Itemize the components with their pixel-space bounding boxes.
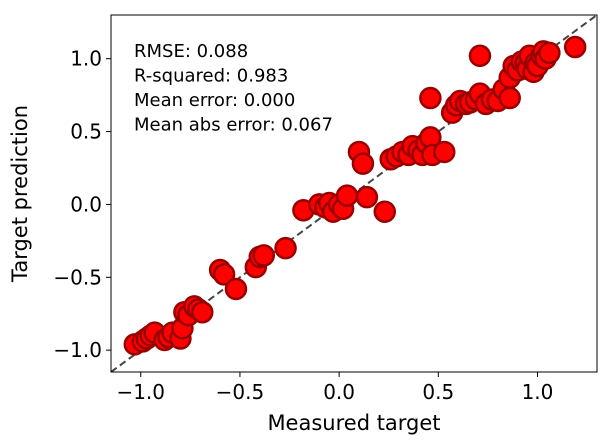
data-point [252,244,275,267]
data-point [538,41,561,65]
y-axis-ticks: −1.0 −0.5 0.0 0.5 1.0 [53,47,111,362]
x-tick-label: −1.0 [116,380,165,404]
data-point [190,301,214,324]
data-point [224,277,248,301]
mean-error-text: Mean error: 0.000 [134,90,295,111]
y-tick-label: 0.0 [70,192,102,216]
y-tick-label: 1.0 [70,47,102,71]
y-axis-label: Target prediction [8,105,32,283]
data-point [373,200,396,223]
data-point [468,44,492,68]
data-points [123,35,587,356]
data-point [274,236,297,260]
y-tick-label: 0.5 [70,120,102,144]
plot-frame [110,14,598,373]
mean-abs-error-text: Mean abs error: 0.067 [134,115,333,136]
data-point [433,140,456,164]
data-point [335,184,359,207]
rmse-text: RMSE: 0.088 [134,41,248,62]
x-axis-label: Measured target [267,411,440,435]
r-squared-text: R-squared: 0.983 [134,66,288,87]
data-point [355,185,379,209]
x-tick-label: −0.5 [216,380,265,404]
data-point [419,86,442,110]
x-tick-label: 0.5 [422,380,454,404]
data-point [212,263,236,286]
x-tick-label: 0.0 [323,380,355,404]
y-tick-label: −0.5 [53,265,102,289]
data-point [563,35,587,59]
y-tick-label: −1.0 [53,338,102,362]
data-point [351,152,375,175]
x-axis-ticks: −1.0 −0.5 0.0 0.5 1.0 [116,372,553,404]
x-tick-label: 1.0 [522,380,554,404]
stats-annotation: RMSE: 0.088 R-squared: 0.983 Mean error:… [134,41,333,136]
data-point [498,86,521,110]
